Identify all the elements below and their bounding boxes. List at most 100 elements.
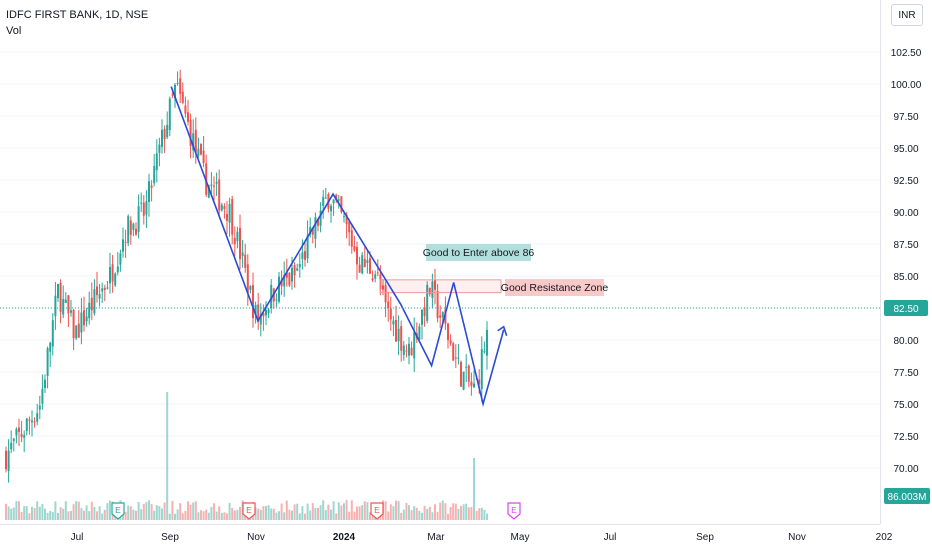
earnings-marker[interactable]: E [370, 502, 384, 520]
candle-body [353, 246, 356, 251]
volume-bar [366, 502, 369, 520]
candle-body [124, 242, 127, 244]
candle [28, 416, 31, 435]
volume-bar [127, 505, 130, 520]
earnings-marker[interactable]: E [507, 502, 521, 520]
volume-bar [272, 508, 275, 520]
candle [101, 282, 104, 304]
candle-body [184, 105, 187, 114]
candle-body [103, 287, 106, 290]
candle-body [158, 144, 161, 153]
volume-bar [317, 507, 319, 520]
volume-bar [436, 511, 439, 520]
candle-body [80, 312, 83, 333]
candle-body [397, 328, 400, 342]
candle [350, 223, 353, 254]
candle [98, 283, 101, 307]
candle-body [96, 286, 98, 296]
candle [473, 370, 475, 388]
volume-bar [98, 506, 101, 520]
candle [67, 294, 70, 328]
candle [46, 346, 49, 389]
candle [486, 321, 488, 370]
candle-body [228, 203, 231, 223]
candle-body [244, 254, 247, 268]
candle [418, 323, 421, 340]
candle-body [67, 295, 70, 314]
candle [18, 418, 20, 447]
candle-body [166, 124, 169, 138]
currency-button[interactable]: INR [891, 4, 923, 26]
candle [44, 374, 46, 394]
candle-body [288, 272, 291, 286]
candle-body [194, 129, 197, 153]
candle [246, 254, 249, 306]
candle [439, 305, 442, 328]
candle-body [49, 342, 52, 352]
candle-body [322, 196, 325, 206]
candle [197, 137, 200, 159]
candle-body [119, 253, 122, 265]
volume-bar [483, 509, 486, 520]
volume-bar [309, 510, 312, 520]
candle [249, 285, 252, 294]
volume-bar [322, 500, 325, 520]
candle-body [428, 287, 431, 295]
candle [423, 296, 426, 327]
candle [142, 195, 145, 225]
earnings-marker-label: E [115, 505, 121, 515]
candle-body [265, 309, 267, 316]
volume-bar [15, 501, 18, 520]
volume-bar [41, 504, 44, 520]
candle [465, 354, 468, 383]
volume-bar [140, 509, 143, 520]
x-tick-label: Nov [247, 532, 265, 543]
candle-body [101, 288, 104, 292]
volume-bar [330, 509, 332, 520]
candle [161, 119, 163, 154]
volume-bar [478, 508, 481, 520]
candle-body [233, 237, 236, 245]
candle-body [376, 272, 379, 274]
candle [337, 195, 340, 209]
candle [389, 296, 392, 331]
candle-body [434, 279, 436, 290]
candle-body [28, 419, 31, 421]
candle [356, 241, 358, 280]
volume-bar [395, 500, 397, 520]
volume-bar [415, 507, 418, 520]
volume-bar [67, 511, 70, 520]
volume-bar [480, 507, 483, 520]
candle-body [296, 268, 299, 271]
candle [220, 202, 223, 212]
volume-bar [454, 503, 457, 520]
annotation-box [505, 279, 604, 296]
candle [114, 272, 117, 287]
volume-bar [257, 508, 260, 520]
volume-bar [202, 511, 205, 520]
volume-bar [358, 506, 361, 520]
candle-body [150, 185, 153, 188]
volume-bar [181, 513, 184, 520]
candle [166, 111, 169, 140]
candle [103, 284, 106, 302]
y-tick-label: 102.50 [891, 48, 922, 59]
candle [129, 216, 132, 245]
earnings-marker[interactable]: E [111, 502, 125, 520]
earnings-marker[interactable]: E [242, 502, 256, 520]
candle [213, 176, 215, 201]
candle [158, 137, 161, 167]
volume-bar [148, 500, 150, 520]
candle [109, 252, 111, 294]
candle [145, 190, 148, 228]
candle [70, 300, 72, 317]
volume-bar [64, 501, 67, 520]
candle-body [270, 285, 273, 309]
candle-body [129, 220, 132, 235]
candle-body [36, 413, 39, 422]
candle-body [20, 433, 23, 438]
candle-body [54, 295, 57, 317]
candle-body [179, 78, 182, 95]
candle [348, 219, 351, 246]
